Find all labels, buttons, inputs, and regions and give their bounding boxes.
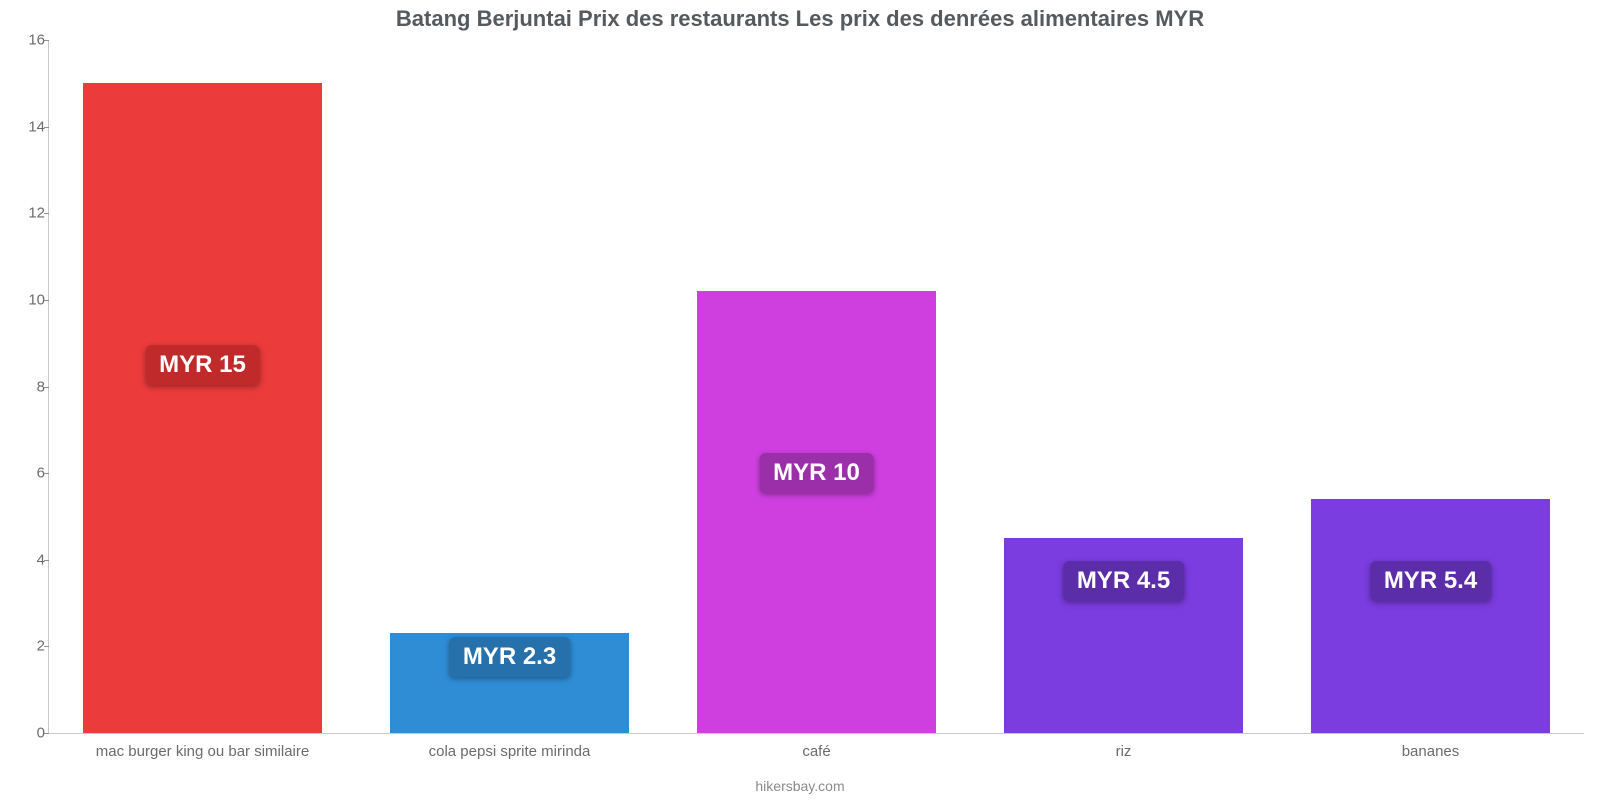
attribution-text: hikersbay.com [755,778,844,794]
y-tick-mark [44,213,49,214]
y-tick-label: 8 [9,378,45,395]
chart-title: Batang Berjuntai Prix des restaurants Le… [0,0,1600,32]
bar-value-badge: MYR 10 [759,453,874,493]
x-category-label: riz [1116,743,1132,760]
bar [1311,499,1550,733]
x-category-label: café [802,743,830,760]
y-tick-label: 0 [9,725,45,742]
y-tick-mark [44,733,49,734]
y-tick-mark [44,473,49,474]
x-category-label: bananes [1402,743,1460,760]
plot-area: 0246810121416mac burger king ou bar simi… [48,40,1584,734]
x-category-label: cola pepsi sprite mirinda [429,743,591,760]
y-tick-label: 10 [9,291,45,308]
chart-area: 0246810121416mac burger king ou bar simi… [48,40,1584,734]
y-tick-label: 16 [9,32,45,49]
y-tick-label: 12 [9,205,45,222]
y-tick-label: 4 [9,551,45,568]
y-tick-label: 14 [9,118,45,135]
y-tick-label: 6 [9,465,45,482]
y-tick-mark [44,646,49,647]
y-tick-label: 2 [9,638,45,655]
y-tick-mark [44,387,49,388]
y-tick-mark [44,300,49,301]
bar-value-badge: MYR 4.5 [1063,561,1184,601]
y-tick-mark [44,127,49,128]
y-tick-mark [44,40,49,41]
bar [83,83,322,733]
bar-value-badge: MYR 2.3 [449,637,570,677]
bar [697,291,936,733]
x-category-label: mac burger king ou bar similaire [96,743,309,760]
y-tick-mark [44,560,49,561]
bar-value-badge: MYR 15 [145,345,260,385]
bar-value-badge: MYR 5.4 [1370,561,1491,601]
